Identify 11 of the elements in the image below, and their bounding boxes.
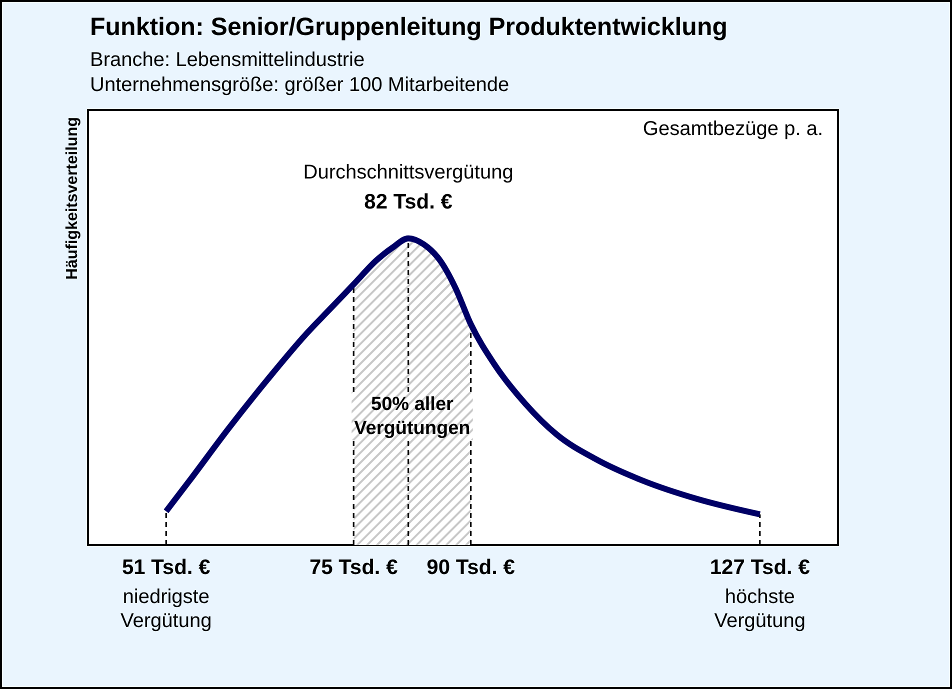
chart-title: Funktion: Senior/Gruppenleitung Produktentwicklung [90, 13, 728, 41]
chart-subtitle: Branche: Lebensmittelindustrie Unternehmensgröße: größer 100 Mitarbeitende [90, 49, 510, 96]
x-tick-label: 75 Tsd. € [309, 556, 398, 579]
text: Gesamtbezüge p. a. [642, 118, 823, 140]
annotation: Durchschnittsvergütung [303, 161, 514, 184]
x-tick-label: 90 Tsd. € [426, 556, 516, 579]
band-label: 50% aller Vergütungen [354, 394, 470, 440]
x-tick-label: 51 Tsd. € niedrigste Vergütung [120, 556, 212, 632]
y-axis-title: Häufigkeitsverteilung [64, 117, 81, 280]
annotation: 82 Tsd. € [364, 190, 453, 214]
x-tick-label: 127 Tsd. € höchste Vergütung [710, 556, 810, 632]
